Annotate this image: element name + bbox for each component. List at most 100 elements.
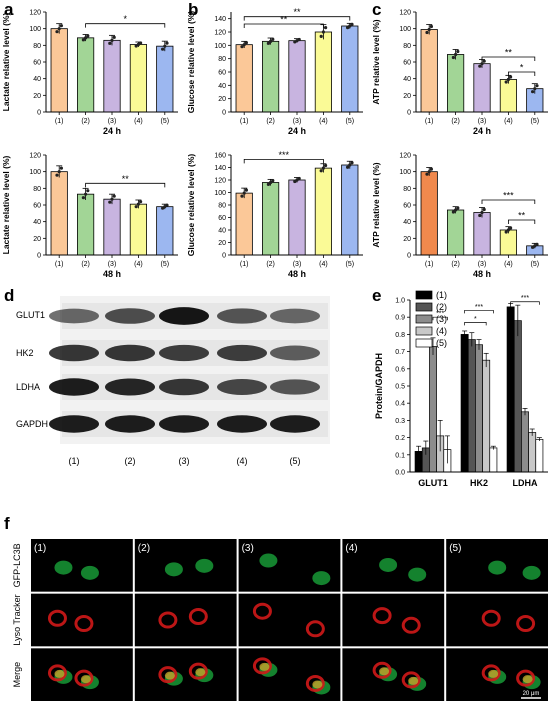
atp-48h-data-point [506, 228, 510, 232]
lactate-24h-data-point [163, 44, 167, 48]
blot-label-ldha: LDHA [16, 382, 40, 392]
merge-overlap [379, 667, 390, 676]
merge-overlap [312, 680, 323, 689]
glucose-48h-data-point [319, 169, 323, 173]
lactate-48h-data-point [57, 170, 61, 174]
lactate-48h-bar [129, 203, 147, 256]
atp-48h-y-tick-label: 120 [399, 153, 411, 160]
gfp-cell [164, 562, 183, 577]
blot-label-gapdh: GAPDH [16, 419, 48, 429]
lyso-cell [401, 616, 421, 634]
blot-band [217, 344, 267, 362]
lactate-24h-bar [156, 45, 174, 113]
blot-band [49, 308, 99, 324]
lactate-24h-bar [50, 28, 68, 113]
atp-48h-y-tick-label: 100 [399, 169, 411, 176]
lactate-48h-y-tick-label: 120 [29, 153, 41, 160]
protein-significance-label: *** [436, 311, 444, 318]
lactate-24h-x-axis-label: 24 h [103, 126, 121, 136]
merge-overlap [522, 675, 533, 684]
lactate-24h-y-tick-label: 60 [33, 60, 41, 67]
lactate-48h-data-point [108, 200, 112, 204]
gfp-cell [379, 557, 398, 572]
atp-48h-y-tick-label: 80 [403, 186, 411, 193]
blot-label-hk2: HK2 [16, 348, 34, 358]
glucose-24h-data-point [240, 45, 244, 49]
lactate-48h-bar [77, 193, 95, 256]
lactate-48h-data-point [59, 166, 64, 170]
blot-lane-2: (2) [125, 456, 136, 466]
atp-48h-y-axis-label: ATP relative level (%) [371, 162, 381, 247]
protein-bar [482, 359, 491, 473]
lactate-24h-x-tick-label: (3) [108, 118, 117, 125]
blot-band [105, 308, 155, 324]
glucose-48h-significance-bracket [243, 158, 324, 164]
lactate-48h-bar [103, 198, 121, 256]
lactate-48h-bar [50, 171, 68, 256]
lactate-48h-x-axis-label: 48 h [103, 269, 121, 279]
glucose-24h-data-point [297, 37, 301, 42]
blot-band [270, 308, 320, 324]
protein-bar [513, 320, 522, 473]
blot-band [217, 379, 267, 395]
blot-band [159, 378, 209, 396]
lactate-48h-data-point [165, 203, 169, 207]
blot-lane-3: (3) [179, 456, 190, 466]
atp-48h-significance-label: *** [503, 191, 514, 201]
microscopy-row-label: GFP-LC3B [12, 543, 22, 587]
lactate-48h-x-tick-label: (4) [134, 261, 143, 268]
blot-lane-4: (4) [237, 456, 248, 466]
glucose-24h-y-tick-label: 0 [222, 110, 226, 117]
lactate-24h-x-tick-label: (4) [134, 118, 143, 125]
lyso-cell [481, 609, 501, 627]
glucose-24h-chart: 0 20 40 60 80 100 120 140 (1) (2) (3) (4) (5) 24 h Glu… [186, 7, 363, 136]
lactate-48h-y-tick-label: 100 [29, 169, 41, 176]
glucose-24h-data-point [319, 34, 323, 39]
glucose-48h-y-axis-label: Glucose relative level (%) [186, 154, 196, 257]
lactate-24h-chart: 0 20 40 60 80 100 120 (1) (2) (3) (4) (5) 24 h Lactat… [1, 10, 178, 136]
merge-overlap [259, 662, 270, 671]
protein-y-tick-label: 0.2 [395, 435, 405, 442]
glucose-48h-bar [288, 179, 306, 256]
protein-significance-bracket [510, 301, 540, 305]
microscopy-column-label: (4) [345, 543, 357, 554]
gfp-cell [195, 558, 214, 573]
atp-48h-data-point [509, 226, 513, 230]
glucose-48h-x-tick-label: (2) [266, 261, 275, 268]
protein-y-tick-label: 0.9 [395, 315, 405, 322]
atp-24h-data-point [506, 77, 510, 82]
glucose-48h-bar [314, 167, 332, 256]
panel-letter-c: c [372, 0, 382, 19]
atp-24h-y-tick-label: 120 [399, 10, 411, 17]
lyso-cell [158, 611, 178, 629]
glucose-48h-x-tick-label: (1) [240, 261, 249, 268]
lactate-48h-data-point [81, 196, 85, 200]
glucose-48h-data-point [266, 182, 270, 186]
atp-24h-x-tick-label: (3) [478, 118, 487, 125]
lactate-24h-significance-bracket [85, 23, 166, 28]
gfp-cell [54, 560, 73, 575]
microscopy-grid: (1) (2) (3) (4) (5) GFP-LC3B Lyso Tracker Merge… [12, 538, 549, 702]
microscopy-tile [31, 593, 133, 647]
protein-significance-label: * [474, 316, 477, 323]
lactate-24h-data-point [57, 27, 61, 31]
lactate-48h-data-point [139, 200, 143, 204]
merge-overlap [80, 675, 91, 684]
protein-y-tick-label: 0.7 [395, 349, 405, 356]
atp-24h-y-tick-label: 60 [403, 60, 411, 67]
glucose-24h-significance-bracket [243, 16, 351, 21]
lyso-cell [158, 666, 178, 684]
glucose-24h-x-tick-label: (1) [240, 118, 249, 125]
protein-significance-label: *** [521, 295, 529, 302]
lyso-cell [305, 620, 325, 638]
atp-24h-data-point [482, 59, 486, 63]
lactate-48h-data-point [112, 194, 116, 198]
microscopy-column-label: (2) [138, 543, 150, 554]
glucose-48h-x-tick-label: (4) [319, 261, 328, 268]
lactate-48h-significance-label: ** [122, 174, 130, 184]
atp-24h-bar [473, 63, 491, 113]
gfp-cell [312, 571, 331, 586]
gfp-cell [80, 565, 99, 580]
atp-48h-x-axis-label: 48 h [473, 269, 491, 279]
protein-legend-label: (2) [436, 302, 447, 312]
